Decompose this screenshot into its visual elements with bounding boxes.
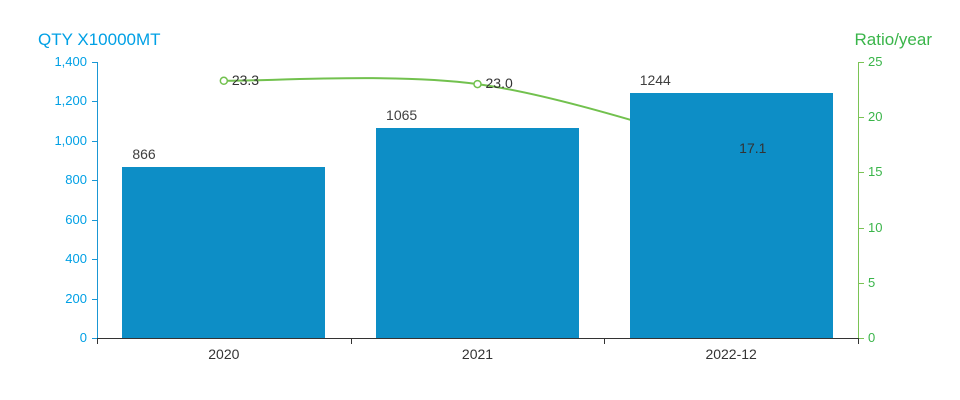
right-axis-tick xyxy=(859,62,864,63)
left-axis-line xyxy=(97,62,98,338)
bar-2020[interactable] xyxy=(122,167,326,338)
left-axis-tick xyxy=(92,62,97,63)
left-axis-tick-label: 1,000 xyxy=(54,132,87,148)
left-axis-tick xyxy=(92,338,97,339)
line-point-label: 17.1 xyxy=(739,140,767,157)
left-axis-tick xyxy=(92,180,97,182)
left-axis-tick xyxy=(92,259,97,261)
left-axis-title: QTY X10000MT xyxy=(38,30,161,49)
left-axis-tick-label: 200 xyxy=(65,290,87,306)
bar-2021[interactable] xyxy=(376,128,579,338)
left-axis-tick-label: 0 xyxy=(79,330,87,345)
x-axis-tick xyxy=(350,339,352,344)
line-point-label: 23.3 xyxy=(231,71,260,88)
x-axis-tick xyxy=(604,339,606,344)
right-axis-tick xyxy=(859,338,864,339)
bar-value-label: 1065 xyxy=(386,107,418,124)
right-axis-line xyxy=(858,62,859,338)
right-axis-tick xyxy=(859,172,864,174)
left-axis-tick xyxy=(92,298,97,300)
left-axis-tick-label: 800 xyxy=(65,172,87,188)
right-axis-tick xyxy=(859,227,864,229)
bar-value-label: 866 xyxy=(132,146,156,163)
right-axis-tick-label: 20 xyxy=(868,109,883,125)
left-axis-tick xyxy=(92,140,97,142)
right-axis-title: Ratio/year xyxy=(854,30,932,49)
right-axis-tick-label: 0 xyxy=(868,330,876,345)
line-point-marker-2021[interactable] xyxy=(473,79,482,89)
right-axis-tick-label: 10 xyxy=(868,219,883,235)
x-axis-label: 2020 xyxy=(208,346,240,362)
bar-value-label: 1244 xyxy=(639,71,671,88)
right-axis-tick xyxy=(859,282,864,284)
bar-2022-12[interactable] xyxy=(629,92,833,338)
x-axis-tick xyxy=(97,339,98,344)
left-axis-tick xyxy=(92,101,97,103)
right-axis-tick xyxy=(859,117,864,119)
x-axis-label: 2021 xyxy=(461,346,494,362)
x-axis-label: 2022-12 xyxy=(705,346,757,362)
x-axis-tick xyxy=(858,339,859,344)
left-axis-tick-label: 600 xyxy=(65,211,87,227)
line-point-label: 23.0 xyxy=(485,75,513,92)
right-axis-tick-label: 15 xyxy=(868,164,883,180)
left-axis-tick xyxy=(92,219,97,221)
left-axis-tick-label: 1,200 xyxy=(54,93,87,109)
left-axis-tick-label: 1,400 xyxy=(54,54,87,69)
right-axis-tick-label: 25 xyxy=(868,54,883,69)
line-point-marker-2020[interactable] xyxy=(219,76,229,86)
right-axis-tick-label: 5 xyxy=(868,274,876,290)
x-axis-line xyxy=(95,338,861,339)
left-axis-tick-label: 400 xyxy=(65,251,87,267)
